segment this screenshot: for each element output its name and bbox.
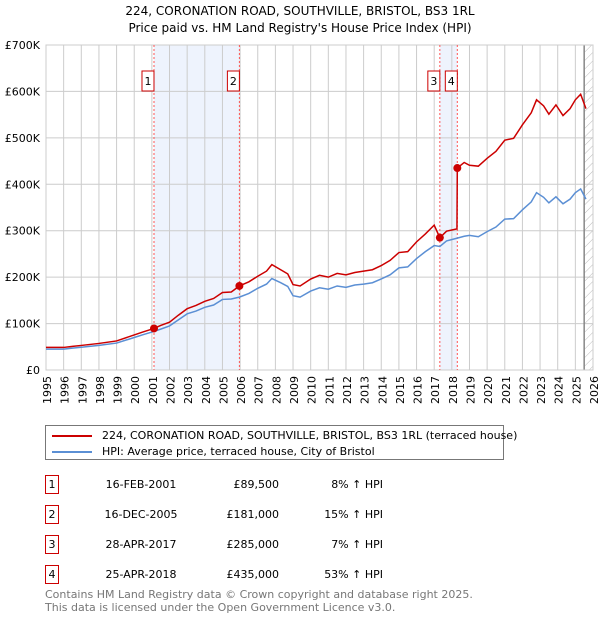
x-tick-label: 2001: [147, 376, 160, 404]
sale-date: 16-DEC-2005: [104, 508, 178, 521]
x-tick-label: 2009: [288, 376, 301, 404]
x-tick-label: 2017: [429, 376, 442, 404]
sale-point: [149, 324, 158, 333]
sale-point: [235, 281, 244, 290]
y-tick-label: £200K: [5, 271, 41, 284]
x-tick-label: 2019: [464, 376, 477, 404]
x-tick-label: 2013: [359, 376, 372, 404]
sale-hpi-diff: 53% ↑ HPI: [324, 568, 383, 581]
price-paid-line: [46, 92, 587, 349]
x-tick-label: 2022: [517, 376, 530, 404]
chart-title: 224, CORONATION ROAD, SOUTHVILLE, BRISTO…: [125, 4, 475, 18]
y-tick-label: £100K: [5, 318, 41, 331]
footer: Contains HM Land Registry data © Crown c…: [45, 588, 473, 614]
sale-hpi-diff: 8% ↑ HPI: [331, 478, 383, 491]
sale-point: [435, 233, 444, 242]
x-tick-label: 2007: [253, 376, 266, 404]
sale-row: 1 16-FEB-2001 £89,500 8% ↑ HPI: [45, 475, 445, 495]
y-tick-label: £300K: [5, 225, 41, 238]
price-chart: 224, CORONATION ROAD, SOUTHVILLE, BRISTO…: [5, 4, 600, 404]
legend-label-hpi: HPI: Average price, terraced house, City…: [102, 445, 375, 458]
x-tick-label: 2011: [323, 376, 336, 404]
sale-number-label: 3: [430, 75, 437, 88]
y-tick-label: £0: [26, 364, 40, 377]
sale-row: 4 25-APR-2018 £435,000 53% ↑ HPI: [45, 565, 445, 585]
sale-price: £181,000: [226, 508, 280, 521]
x-tick-label: 2018: [447, 376, 460, 404]
x-tick-label: 2024: [553, 376, 566, 404]
x-tick-label: 2006: [235, 376, 248, 404]
x-tick-label: 1996: [59, 376, 72, 404]
sale-point: [453, 164, 462, 173]
legend: 224, CORONATION ROAD, SOUTHVILLE, BRISTO…: [45, 425, 517, 460]
chart-subtitle: Price paid vs. HM Land Registry's House …: [128, 21, 471, 35]
footer-line-2: This data is licensed under the Open Gov…: [45, 601, 396, 614]
x-tick-label: 2021: [500, 376, 513, 404]
sale-period-shade: [439, 45, 458, 370]
sale-period-shade: [153, 45, 240, 370]
sale-number-box: [427, 70, 441, 92]
sale-row: 3 28-APR-2017 £285,000 7% ↑ HPI: [45, 535, 445, 555]
sale-hpi-diff: 7% ↑ HPI: [331, 538, 383, 551]
sale-number-label: 2: [230, 75, 237, 88]
legend-swatch-hpi: [52, 450, 92, 453]
sale-date: 16-FEB-2001: [105, 478, 177, 491]
sale-number-box: [141, 70, 155, 92]
sale-date: 28-APR-2017: [105, 538, 177, 551]
x-tick-label: 2015: [394, 376, 407, 404]
x-tick-label: 2008: [270, 376, 283, 404]
x-tick-label: 2000: [129, 376, 142, 404]
legend-item-hpi: HPI: Average price, terraced house, City…: [52, 445, 375, 458]
x-tick-label: 2016: [412, 376, 425, 404]
y-tick-label: £700K: [5, 39, 41, 52]
x-tick-label: 1995: [41, 376, 54, 404]
legend-swatch-price: [52, 434, 92, 437]
y-tick-label: £400K: [5, 178, 41, 191]
plot-frame: [45, 44, 594, 371]
legend-item-price: 224, CORONATION ROAD, SOUTHVILLE, BRISTO…: [52, 429, 517, 442]
sale-price: £89,500: [233, 478, 280, 491]
sale-price: £435,000: [226, 568, 280, 581]
sale-number-label: 1: [144, 75, 151, 88]
x-tick-label: 1999: [112, 376, 125, 404]
sale-number-box: [444, 70, 458, 92]
sale-hpi-diff: 15% ↑ HPI: [324, 508, 383, 521]
x-tick-label: 2004: [200, 376, 213, 404]
forecast-hatch: [584, 45, 593, 370]
x-tick-label: 2003: [182, 376, 195, 404]
sale-number: 1: [45, 475, 59, 494]
x-tick-label: 2020: [482, 376, 495, 404]
y-tick-label: £600K: [5, 85, 41, 98]
sale-number-label: 4: [448, 75, 455, 88]
x-tick-label: 1998: [94, 376, 107, 404]
sale-number: 4: [45, 565, 59, 584]
sale-number-box: [226, 70, 240, 92]
footer-line-1: Contains HM Land Registry data © Crown c…: [45, 588, 473, 601]
x-tick-label: 2026: [588, 376, 600, 404]
sale-number: 3: [45, 535, 59, 554]
x-tick-label: 2002: [165, 376, 178, 404]
x-tick-label: 2025: [570, 376, 583, 404]
hpi-line: [46, 187, 587, 350]
legend-label-price: 224, CORONATION ROAD, SOUTHVILLE, BRISTO…: [102, 429, 518, 442]
x-tick-label: 2023: [535, 376, 548, 404]
x-tick-label: 1997: [76, 376, 89, 404]
x-tick-label: 2012: [341, 376, 354, 404]
x-tick-label: 2005: [217, 376, 230, 404]
sale-price: £285,000: [226, 538, 280, 551]
x-tick-label: 2014: [376, 376, 389, 404]
x-tick-label: 2010: [306, 376, 319, 404]
sale-row: 2 16-DEC-2005 £181,000 15% ↑ HPI: [45, 505, 445, 525]
sale-number: 2: [45, 505, 59, 524]
y-tick-label: £500K: [5, 132, 41, 145]
sale-date: 25-APR-2018: [105, 568, 177, 581]
